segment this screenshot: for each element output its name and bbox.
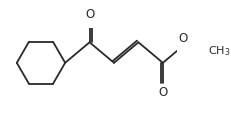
Text: O: O [177, 31, 187, 44]
Text: O: O [85, 8, 94, 21]
Text: CH$_3$: CH$_3$ [207, 44, 230, 57]
Text: O: O [158, 86, 167, 98]
